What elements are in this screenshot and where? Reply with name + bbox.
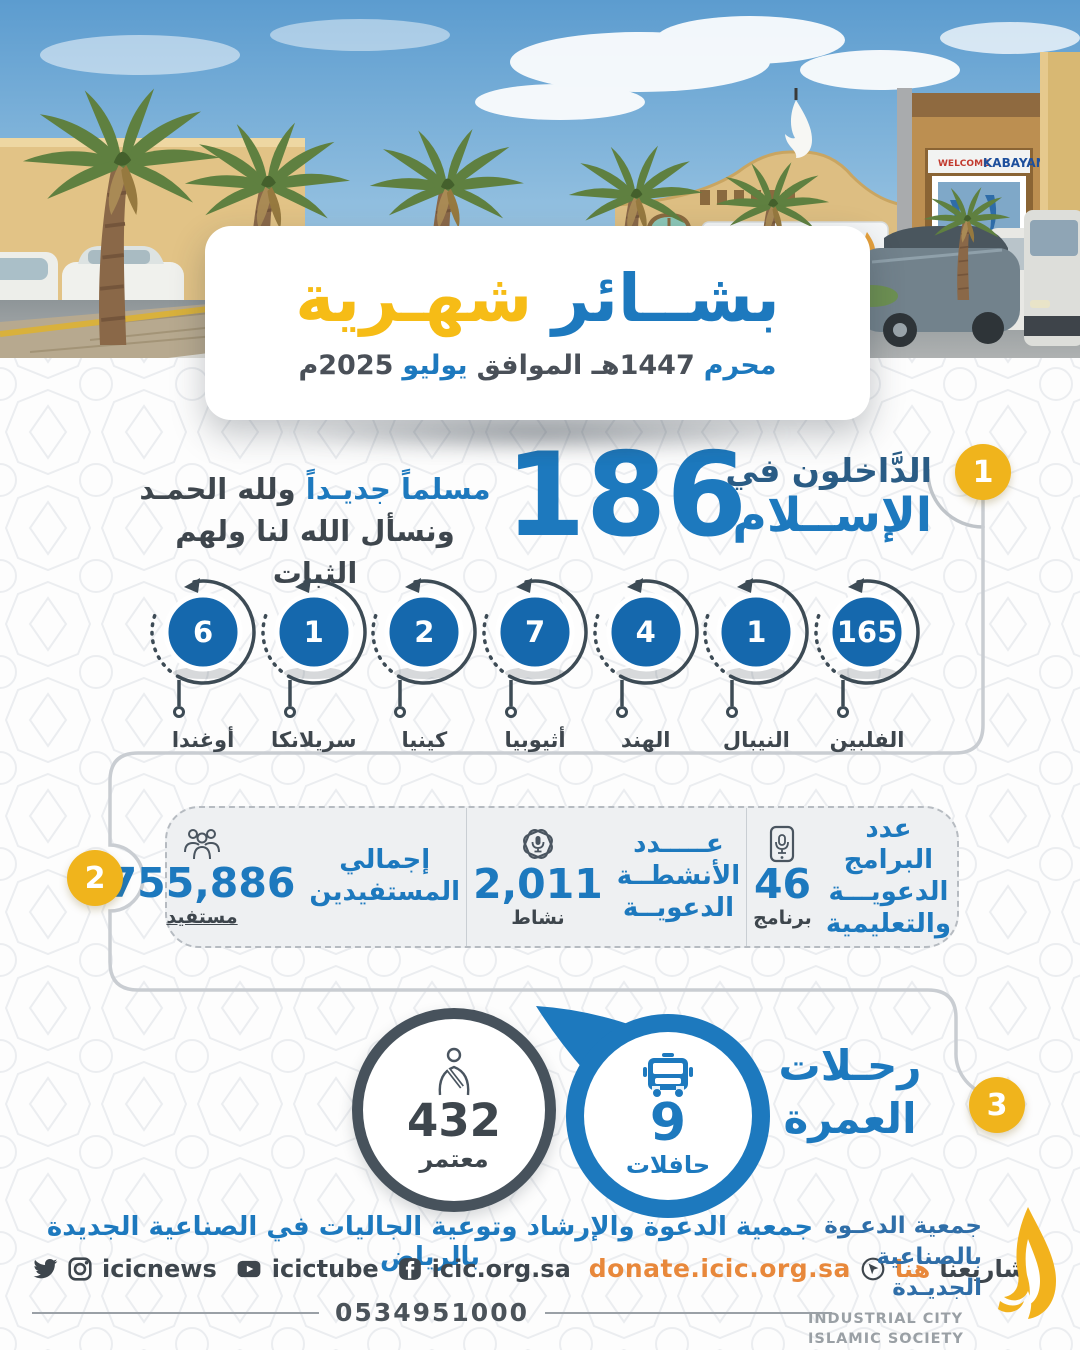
subtitle-dark1: ولله الحمـد xyxy=(139,472,296,506)
title-word-yellow: شهـرية xyxy=(295,259,533,337)
logo-arabic-line2: بالصناعية الجديـدة xyxy=(876,1244,982,1302)
stat-activities: عـــــدد الأنشطــة الدعويــة 2,011 نشاط xyxy=(467,808,748,946)
country-name: أثيوبيا xyxy=(504,728,566,752)
logo-english-line2: ISLAMIC SOCIETY xyxy=(808,1330,964,1347)
youtube-icon[interactable] xyxy=(235,1256,263,1282)
stat-activities-value: 2,011 xyxy=(473,860,603,909)
parked-cars-right xyxy=(858,210,1080,347)
stat-activities-title: عـــــدد الأنشطــة الدعويــة xyxy=(616,829,741,923)
stat-activities-unit: نشاط xyxy=(511,906,565,929)
stat-beneficiaries-value: 755,886 xyxy=(108,859,296,908)
phone-row: 0534951000 xyxy=(32,1298,833,1327)
section1-heading-line1: الدَّاخلون في xyxy=(725,451,932,490)
countries-row: 165 الفلبين 1 ا xyxy=(150,576,920,752)
country-name: أوغندا xyxy=(171,728,235,752)
country-count: 1 xyxy=(303,615,324,649)
facebook-handle[interactable]: icic.org.sa xyxy=(431,1254,571,1283)
country-name: سريلانكا xyxy=(270,728,357,752)
pilgrims-count: 432 xyxy=(407,1094,501,1148)
title-word-blue: بشــائر xyxy=(552,259,780,337)
flame-logo xyxy=(998,1207,1056,1319)
facebook-icon[interactable] xyxy=(397,1256,423,1282)
title-card-shadow xyxy=(280,416,800,450)
section3-heading-line1: رحـلات xyxy=(778,1041,922,1090)
report-date: محرم 1447هـ الموافق يوليو 2025م xyxy=(298,350,776,381)
new-muslims-total: 186 xyxy=(505,428,748,563)
buses-unit: حافلات xyxy=(625,1151,711,1179)
country-count: 2 xyxy=(414,615,435,649)
twitter-icon[interactable] xyxy=(32,1256,58,1282)
country-item: 165 الفلبين xyxy=(814,576,920,752)
social-handle[interactable]: icicnews xyxy=(102,1254,217,1283)
phone-number: 0534951000 xyxy=(335,1298,529,1327)
instagram-icon[interactable] xyxy=(67,1256,93,1282)
title-card: بشــائر شهـرية محرم 1447هـ الموافق يوليو… xyxy=(205,226,870,420)
country-item: 4 الهند xyxy=(592,576,699,752)
country-count: 7 xyxy=(524,615,546,649)
shop-name: KABAYAN xyxy=(983,156,1046,170)
date-greg-year: 2025م xyxy=(298,349,394,381)
org-logo-block: جمعية الدعـوة بالصناعية الجديـدة INDUSTR… xyxy=(808,1205,1058,1349)
seal-mic-icon xyxy=(522,829,553,860)
bus-icon xyxy=(643,1053,693,1097)
country-name: الهند xyxy=(620,728,671,752)
country-name: الفلبين xyxy=(829,728,905,752)
country-count: 4 xyxy=(635,615,656,649)
stat-beneficiaries: إجمالي المستفيدين 755,886 مستفيد xyxy=(103,808,468,946)
page-title: بشــائر شهـرية xyxy=(295,259,780,337)
country-name: كينيا xyxy=(401,728,448,752)
stat-programs: عدد البرامج الدعويـــة والتعليمية 46 برن… xyxy=(747,808,957,946)
country-item: 1 سريلانكا xyxy=(260,576,367,752)
country-item: 2 كينيا xyxy=(371,576,478,752)
youtube-handle[interactable]: icictube xyxy=(271,1254,379,1283)
section3-heading: رحـلات العمرة xyxy=(775,1040,925,1145)
divider-line xyxy=(544,1311,833,1314)
stat-programs-unit: برنامج xyxy=(753,906,812,929)
section1-badge: 1 xyxy=(955,444,1011,500)
stat-beneficiaries-title: إجمالي المستفيدين xyxy=(309,845,461,907)
logo-arabic-line1: جمعية الدعـوة xyxy=(824,1213,982,1239)
country-count: 165 xyxy=(836,615,898,649)
date-hijri-month: محرم xyxy=(703,349,777,381)
country-item: 1 النيبال xyxy=(703,576,810,752)
phone-mic-icon xyxy=(770,826,795,863)
logo-english-line1: INDUSTRIAL CITY xyxy=(808,1311,964,1328)
section1-heading: الدَّاخلون في الإســلام xyxy=(725,452,932,542)
umrah-buses-drop: 9 حافلات xyxy=(518,998,786,1230)
buses-count: 9 xyxy=(649,1093,687,1153)
country-item: 7 أثيوبيا xyxy=(482,576,588,752)
section3-badge: 3 xyxy=(969,1077,1025,1133)
shop-welcome: WELCOME xyxy=(938,159,989,169)
umrah-pilgrims-ring: 432 معتمر xyxy=(352,1008,556,1212)
stat-beneficiaries-unit: مستفيد xyxy=(166,905,238,928)
shop-sign: WELCOME KABAYAN xyxy=(928,150,1046,173)
country-count: 6 xyxy=(192,615,214,649)
people-icon xyxy=(184,829,221,860)
section2-badge: 2 xyxy=(67,850,123,906)
social-row: icicnews icictube icic.org.sa donate.ici… xyxy=(32,1254,1043,1283)
country-name: النيبال xyxy=(722,728,790,752)
section1-heading-line2: الإســلام xyxy=(732,487,932,543)
country-count: 1 xyxy=(746,615,767,649)
stat-programs-value: 46 xyxy=(753,860,812,909)
subtitle-blue: مسلماً جديـداً xyxy=(305,472,491,506)
divider-line xyxy=(32,1311,320,1314)
stats-panel: عدد البرامج الدعويـــة والتعليمية 46 برن… xyxy=(109,806,959,948)
date-greg-month: يوليو xyxy=(402,349,468,381)
pilgrims-unit: معتمر xyxy=(419,1144,489,1173)
section3-heading-line2: العمرة xyxy=(783,1093,917,1143)
pilgrim-icon xyxy=(438,1048,470,1096)
date-hijri-year: 1447هـ الموافق xyxy=(476,349,695,381)
stat-programs-title: عدد البرامج الدعويـــة والتعليمية xyxy=(825,813,951,939)
country-item: 6 أوغندا xyxy=(150,576,256,752)
